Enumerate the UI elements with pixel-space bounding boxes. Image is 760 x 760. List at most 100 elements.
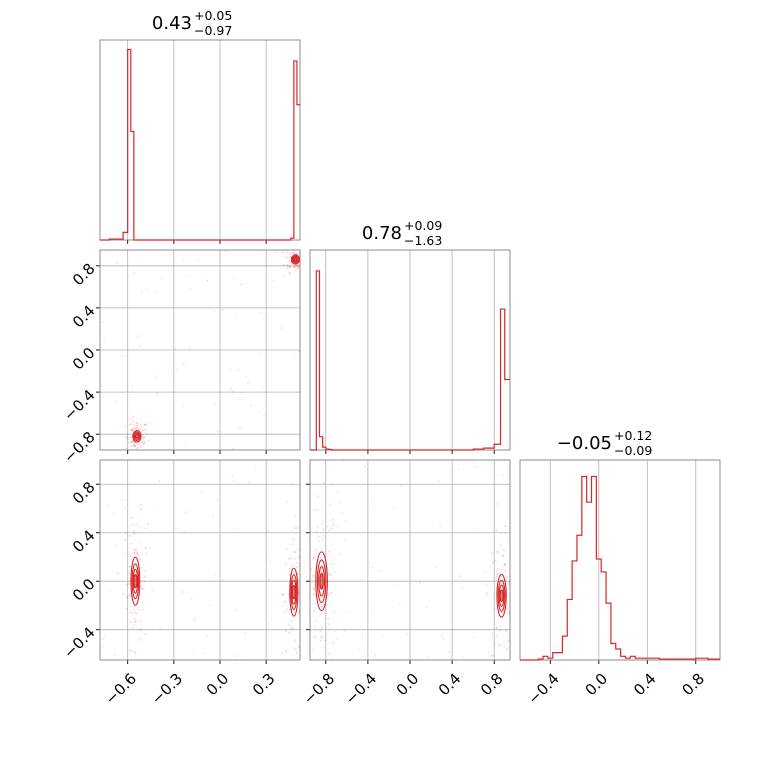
- scatter-point: [322, 646, 325, 649]
- scatter-point: [289, 557, 292, 560]
- scatter-point: [139, 345, 142, 348]
- scatter-point: [330, 592, 333, 595]
- scatter-point: [133, 650, 136, 653]
- scatter-point: [298, 609, 300, 612]
- density-contour: [318, 565, 326, 597]
- scatter-point: [329, 591, 332, 594]
- scatter-point: [504, 570, 507, 573]
- scatter-point: [326, 525, 329, 528]
- scatter-point: [267, 530, 270, 533]
- scatter-point: [138, 446, 141, 449]
- scatter-point: [285, 267, 288, 270]
- scatter-point: [100, 384, 103, 387]
- scatter-point: [134, 652, 137, 655]
- scatter-point: [442, 637, 445, 640]
- scatter-point: [492, 561, 495, 564]
- title-median: 0.43: [152, 13, 192, 34]
- scatter-panel-2: [96, 459, 301, 664]
- scatter-point: [318, 603, 321, 606]
- scatter-point: [283, 593, 286, 596]
- scatter-point: [133, 598, 136, 601]
- density-contour: [497, 579, 506, 612]
- scatter-point: [328, 573, 331, 576]
- scatter-point: [290, 628, 293, 631]
- scatter-point: [133, 272, 136, 275]
- scatter-point: [328, 652, 331, 655]
- scatter-point: [314, 508, 317, 511]
- scatter-point: [348, 611, 351, 614]
- scatter-point: [284, 610, 287, 613]
- scatter-point: [286, 264, 289, 267]
- scatter-point: [134, 426, 137, 429]
- scatter-point: [262, 387, 265, 390]
- scatter-point: [129, 418, 132, 421]
- title-minus: −0.09: [614, 443, 652, 458]
- scatter-point: [259, 311, 262, 314]
- scatter-point: [142, 443, 145, 446]
- scatter-point: [490, 552, 493, 555]
- scatter-point: [124, 435, 127, 438]
- scatter-point: [149, 546, 152, 549]
- scatter-point: [136, 424, 139, 427]
- scatter-point: [132, 548, 135, 551]
- scatter-point: [484, 594, 487, 597]
- scatter-point: [503, 550, 506, 553]
- scatter-point: [208, 604, 211, 607]
- scatter-points-1: [100, 250, 300, 450]
- scatter-point: [496, 572, 499, 575]
- density-contour: [130, 556, 141, 606]
- scatter-point: [395, 584, 398, 587]
- scatter-point: [259, 353, 262, 356]
- scatter-point: [312, 593, 315, 596]
- scatter-point: [129, 423, 132, 426]
- scatter-point: [202, 652, 205, 655]
- scatter-point: [141, 440, 144, 443]
- density-contour: [290, 574, 298, 611]
- scatter-point: [508, 581, 510, 584]
- scatter-point: [339, 553, 342, 556]
- scatter-point: [322, 528, 325, 531]
- scatter-point: [448, 651, 451, 654]
- scatter-point: [190, 598, 193, 601]
- scatter-point: [287, 624, 290, 627]
- scatter-point: [233, 528, 236, 531]
- scatter-point: [134, 620, 137, 623]
- scatter-point: [137, 442, 140, 445]
- scatter-point: [298, 252, 300, 255]
- scatter-point: [130, 517, 133, 520]
- scatter-point: [502, 548, 505, 551]
- scatter-point: [134, 611, 137, 614]
- scatter-point: [160, 276, 163, 279]
- scatter-point: [267, 623, 270, 626]
- scatter-point: [293, 251, 296, 254]
- scatter-point: [327, 623, 330, 626]
- scatter-point: [249, 403, 252, 406]
- scatter-point: [507, 639, 510, 642]
- scatter-point: [196, 258, 199, 261]
- scatter-point: [154, 375, 157, 378]
- scatter-point: [136, 422, 139, 425]
- scatter-point: [135, 548, 138, 551]
- scatter-point: [298, 564, 300, 567]
- scatter-point: [174, 348, 177, 351]
- x-tick-label: −0.3: [148, 670, 186, 708]
- scatter-point: [437, 480, 440, 483]
- scatter-point: [138, 629, 141, 632]
- scatter-point: [336, 491, 339, 494]
- scatter-point: [159, 626, 162, 629]
- scatter-point: [425, 606, 428, 609]
- scatter-point: [217, 498, 220, 501]
- scatter-point: [299, 271, 300, 274]
- scatter-point: [289, 266, 292, 269]
- scatter-point: [372, 566, 375, 569]
- density-contour: [134, 434, 139, 439]
- scatter-point: [319, 629, 322, 632]
- scatter-point: [320, 605, 323, 608]
- scatter-point: [497, 712, 499, 714]
- scatter-point: [299, 608, 300, 611]
- scatter-point: [221, 309, 224, 312]
- x-tick-label: −0.8: [300, 670, 338, 708]
- title-plus: +0.09: [404, 218, 442, 233]
- scatter-point: [180, 362, 183, 365]
- pair-1-axes: [96, 249, 301, 454]
